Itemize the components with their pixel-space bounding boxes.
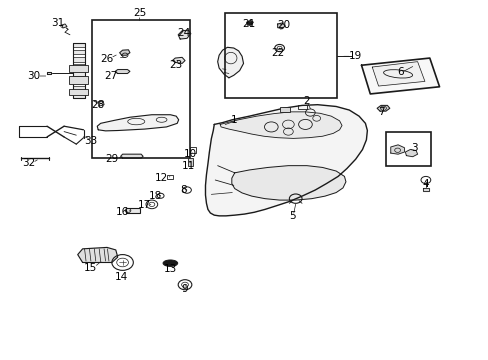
Text: 33: 33	[84, 136, 97, 145]
Text: 8: 8	[180, 185, 186, 195]
Text: 24: 24	[177, 28, 190, 38]
Text: 25: 25	[133, 8, 146, 18]
Polygon shape	[361, 58, 439, 94]
Bar	[224, 13, 336, 98]
Text: 10: 10	[184, 149, 197, 159]
Bar	[73, 50, 85, 54]
Text: 18: 18	[149, 191, 162, 201]
Text: 32: 32	[22, 158, 36, 168]
Text: 29: 29	[105, 154, 118, 164]
Text: 5: 5	[288, 211, 295, 221]
Text: 28: 28	[91, 100, 104, 110]
Polygon shape	[205, 105, 366, 216]
Polygon shape	[172, 57, 184, 63]
Bar	[73, 57, 85, 62]
Bar	[92, 21, 189, 158]
Text: 7: 7	[377, 107, 384, 117]
Polygon shape	[390, 145, 404, 154]
Polygon shape	[97, 115, 178, 131]
Polygon shape	[98, 101, 104, 106]
Text: 14: 14	[115, 272, 128, 282]
Text: 23: 23	[169, 60, 183, 70]
Polygon shape	[220, 112, 341, 138]
Polygon shape	[120, 50, 130, 55]
Text: 1: 1	[230, 115, 237, 125]
Polygon shape	[121, 154, 143, 158]
Bar	[73, 42, 85, 98]
Text: 17: 17	[138, 200, 151, 210]
Text: 27: 27	[103, 71, 117, 81]
Bar	[125, 208, 140, 213]
Text: 2: 2	[303, 96, 309, 106]
Text: 15: 15	[84, 263, 97, 273]
Circle shape	[247, 22, 252, 25]
Polygon shape	[217, 47, 243, 78]
Bar	[189, 147, 195, 153]
Polygon shape	[47, 72, 51, 74]
Text: 3: 3	[410, 143, 417, 153]
Polygon shape	[231, 166, 345, 200]
Bar	[73, 71, 85, 76]
Bar	[279, 107, 290, 112]
Polygon shape	[115, 69, 130, 73]
Text: 26: 26	[100, 54, 113, 64]
Polygon shape	[61, 24, 67, 28]
Text: 30: 30	[27, 71, 41, 81]
Bar	[69, 76, 88, 84]
Text: 31: 31	[52, 18, 65, 28]
Bar	[69, 64, 88, 72]
Bar	[73, 42, 85, 47]
Text: 22: 22	[270, 48, 284, 58]
Polygon shape	[78, 247, 118, 262]
Text: 11: 11	[182, 161, 195, 171]
Polygon shape	[246, 21, 253, 25]
Polygon shape	[371, 62, 424, 86]
Bar	[188, 158, 193, 166]
Text: 6: 6	[396, 67, 403, 77]
Text: 19: 19	[348, 51, 362, 61]
Polygon shape	[277, 23, 285, 29]
Bar	[69, 89, 88, 95]
Bar	[385, 132, 430, 166]
Text: 16: 16	[116, 207, 129, 217]
Bar	[73, 78, 85, 83]
Text: 20: 20	[276, 20, 289, 30]
Bar	[298, 105, 306, 109]
Ellipse shape	[163, 260, 177, 266]
Bar	[73, 93, 85, 98]
Bar	[73, 86, 85, 90]
Text: 4: 4	[422, 179, 428, 189]
Text: 9: 9	[182, 284, 188, 294]
Polygon shape	[376, 105, 389, 111]
Text: 12: 12	[155, 173, 168, 183]
Polygon shape	[178, 30, 190, 39]
Polygon shape	[422, 188, 428, 191]
Text: 21: 21	[241, 19, 255, 29]
Bar	[73, 64, 85, 69]
Polygon shape	[405, 149, 417, 157]
Bar	[167, 175, 172, 179]
Text: 13: 13	[163, 264, 177, 274]
